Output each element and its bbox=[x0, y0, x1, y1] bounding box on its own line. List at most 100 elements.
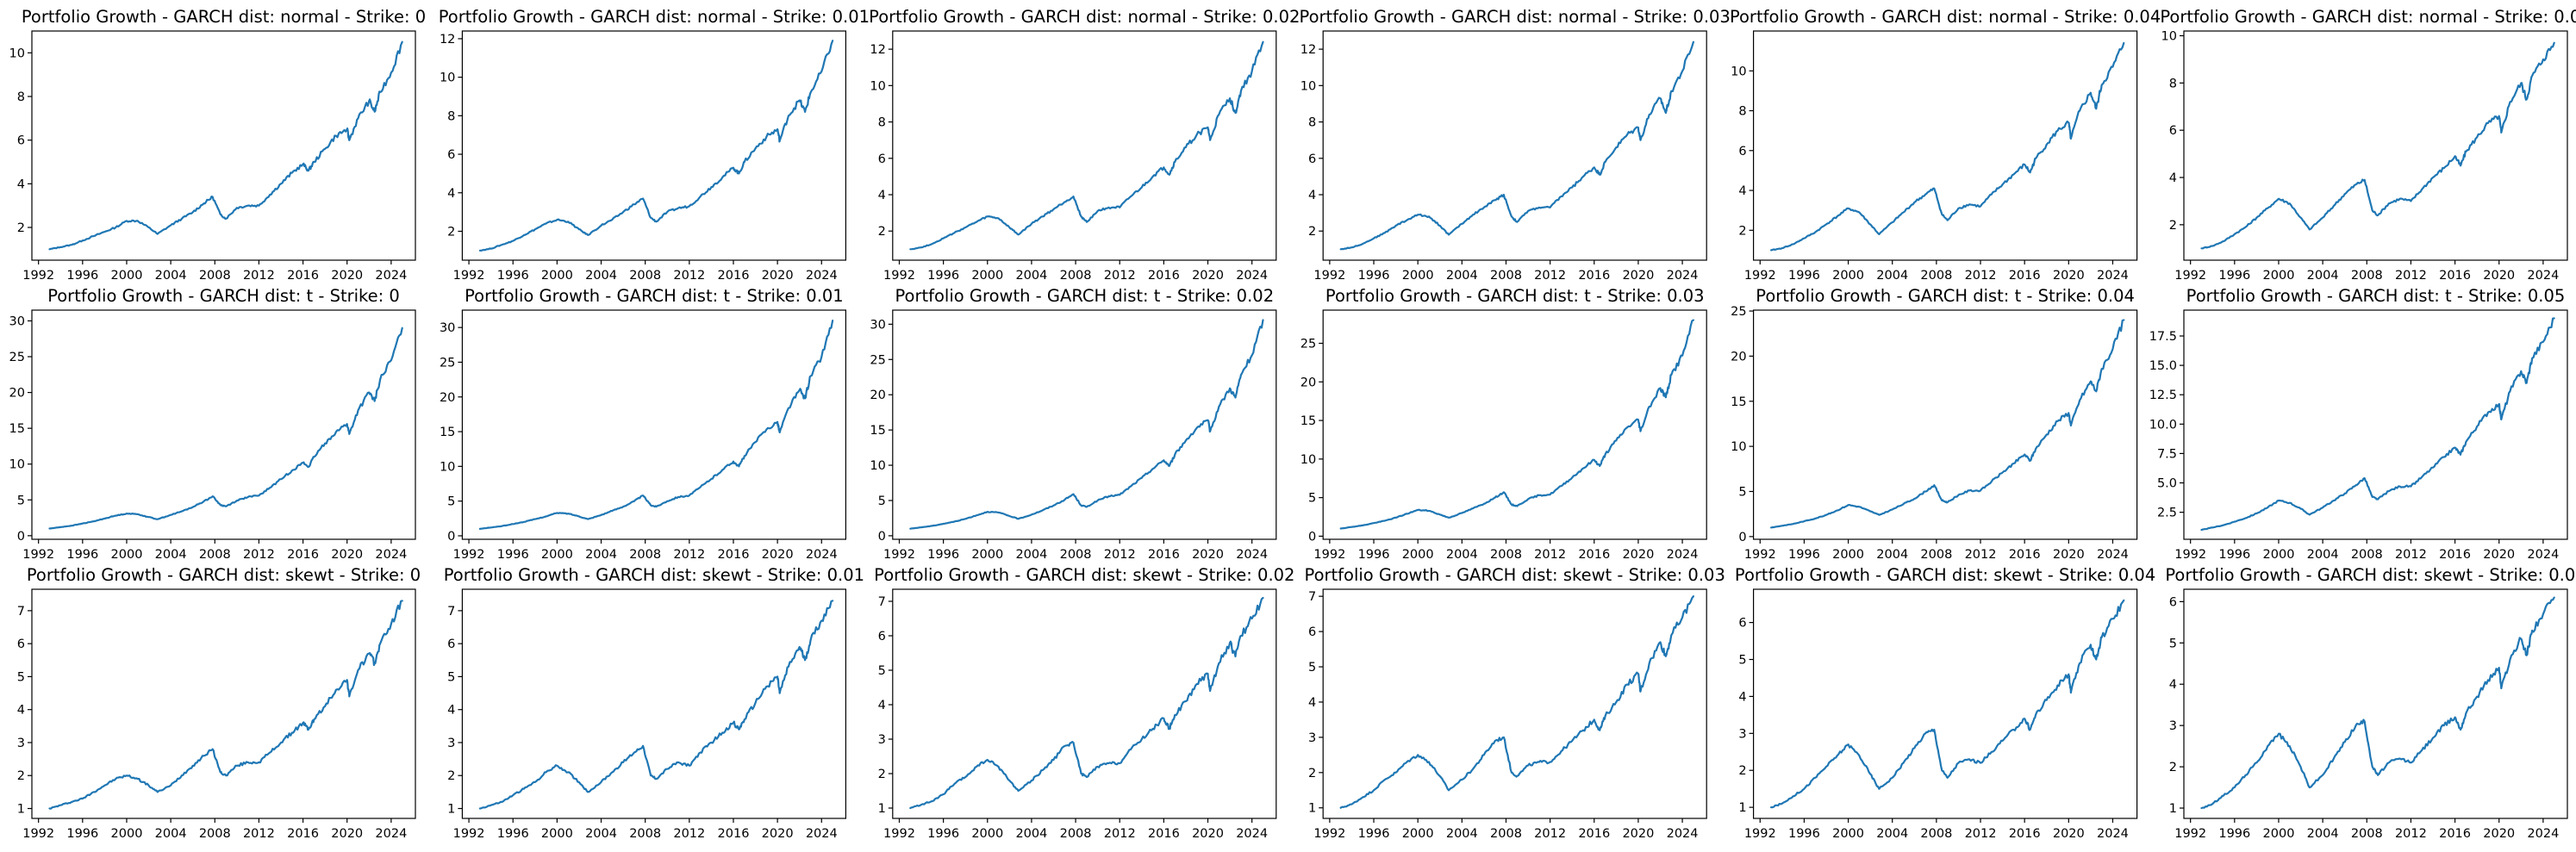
x-tick-label: 1996 bbox=[1358, 269, 1390, 283]
y-tick-label: 3 bbox=[1308, 731, 1316, 745]
subplot-title: Portfolio Growth - GARCH dist: skewt - S… bbox=[444, 565, 864, 585]
x-tick-label: 1996 bbox=[1788, 827, 1820, 841]
subplot-2: Portfolio Growth - GARCH dist: normal - … bbox=[439, 7, 870, 283]
x-tick-label: 1996 bbox=[497, 827, 529, 841]
subplot-title: Portfolio Growth - GARCH dist: normal - … bbox=[2160, 7, 2576, 27]
x-tick-label: 2008 bbox=[2351, 269, 2383, 283]
x-tick-label: 2008 bbox=[199, 548, 231, 562]
x-tick-label: 2000 bbox=[1402, 827, 1434, 841]
x-tick-label: 2004 bbox=[2307, 548, 2339, 562]
y-tick-label: 6 bbox=[2169, 124, 2177, 138]
y-tick-label: 3 bbox=[878, 733, 886, 747]
subplot-title: Portfolio Growth - GARCH dist: t - Strik… bbox=[47, 286, 400, 306]
y-tick-label: 3 bbox=[17, 737, 25, 750]
x-tick-label: 2024 bbox=[2097, 548, 2129, 562]
series-line bbox=[909, 40, 1264, 251]
x-tick-label: 2020 bbox=[762, 269, 794, 283]
x-tick-label: 2004 bbox=[1015, 827, 1047, 841]
x-tick-label: 2000 bbox=[971, 827, 1003, 841]
y-tick-label: 2 bbox=[2169, 219, 2177, 233]
y-tick-label: 7 bbox=[447, 605, 455, 619]
x-tick-label: 1992 bbox=[1744, 827, 1776, 841]
x-tick-label: 2004 bbox=[1446, 827, 1478, 841]
x-tick-label: 1996 bbox=[497, 548, 529, 562]
y-tick-label: 3 bbox=[1738, 727, 1746, 741]
x-tick-label: 2008 bbox=[2351, 827, 2383, 841]
subplot-8: Portfolio Growth - GARCH dist: t - Strik… bbox=[440, 286, 847, 562]
x-tick-label: 1996 bbox=[2218, 548, 2250, 562]
series-line bbox=[48, 326, 403, 530]
y-tick-label: 10 bbox=[9, 458, 25, 472]
x-tick-label: 2012 bbox=[1965, 269, 1997, 283]
x-tick-label: 1996 bbox=[66, 827, 98, 841]
x-tick-label: 1996 bbox=[1788, 548, 1820, 562]
y-tick-label: 10 bbox=[9, 47, 25, 60]
subplot-title: Portfolio Growth - GARCH dist: normal - … bbox=[869, 7, 1300, 27]
x-tick-label: 2008 bbox=[1060, 548, 1092, 562]
subplot-title: Portfolio Growth - GARCH dist: t - Strik… bbox=[1756, 286, 2135, 306]
y-tick-label: 10 bbox=[870, 459, 885, 473]
x-tick-label: 2016 bbox=[1578, 548, 1610, 562]
y-tick-label: 4 bbox=[2169, 678, 2177, 692]
x-tick-label: 2000 bbox=[2263, 269, 2295, 283]
y-tick-label: 25 bbox=[1731, 305, 1746, 319]
series-line bbox=[909, 596, 1264, 810]
y-tick-label: 5 bbox=[2169, 637, 2177, 650]
y-tick-label: 20 bbox=[870, 389, 885, 402]
y-tick-label: 8 bbox=[2169, 77, 2177, 90]
x-tick-label: 2012 bbox=[1534, 827, 1566, 841]
subplot-title: Portfolio Growth - GARCH dist: skewt - S… bbox=[1305, 565, 1725, 585]
y-tick-label: 4 bbox=[878, 699, 886, 712]
x-tick-label: 2020 bbox=[1622, 269, 1654, 283]
x-tick-label: 2012 bbox=[1104, 548, 1136, 562]
axes-frame bbox=[1322, 30, 1707, 261]
x-tick-label: 2016 bbox=[287, 269, 319, 283]
x-tick-label: 1992 bbox=[2174, 548, 2206, 562]
subplot-12: Portfolio Growth - GARCH dist: t - Strik… bbox=[2149, 286, 2568, 562]
x-tick-label: 2012 bbox=[243, 827, 275, 841]
subplot-5: Portfolio Growth - GARCH dist: normal - … bbox=[1730, 7, 2161, 283]
y-tick-label: 4 bbox=[1738, 184, 1746, 198]
x-tick-label: 2024 bbox=[1667, 548, 1699, 562]
x-tick-label: 2020 bbox=[2483, 827, 2515, 841]
x-tick-label: 2024 bbox=[1236, 269, 1268, 283]
y-tick-label: 5 bbox=[1738, 654, 1746, 668]
y-tick-label: 10.0 bbox=[2149, 418, 2177, 432]
x-tick-label: 1996 bbox=[1358, 827, 1390, 841]
y-tick-label: 10 bbox=[1300, 453, 1316, 467]
x-tick-label: 1996 bbox=[2218, 827, 2250, 841]
axes-frame bbox=[892, 588, 1277, 819]
series-line bbox=[1339, 595, 1695, 809]
x-tick-label: 2024 bbox=[1236, 548, 1268, 562]
x-tick-label: 1992 bbox=[2174, 827, 2206, 841]
y-tick-label: 10 bbox=[1731, 440, 1746, 454]
y-tick-label: 10 bbox=[440, 460, 455, 474]
x-tick-label: 2016 bbox=[1578, 269, 1610, 283]
series-line bbox=[48, 40, 403, 251]
y-tick-label: 15 bbox=[870, 424, 885, 438]
x-tick-label: 2004 bbox=[1876, 827, 1908, 841]
x-tick-label: 1992 bbox=[1744, 269, 1776, 283]
axes-frame bbox=[892, 309, 1277, 540]
y-tick-label: 6 bbox=[447, 637, 455, 651]
x-tick-label: 2016 bbox=[2009, 827, 2041, 841]
y-tick-label: 20 bbox=[440, 391, 455, 405]
y-tick-label: 4 bbox=[878, 189, 886, 202]
x-tick-label: 2016 bbox=[1148, 269, 1180, 283]
x-tick-label: 2004 bbox=[2307, 827, 2339, 841]
x-tick-label: 2012 bbox=[243, 548, 275, 562]
y-tick-label: 20 bbox=[9, 387, 25, 401]
x-tick-label: 2016 bbox=[718, 827, 750, 841]
y-tick-label: 6 bbox=[2169, 595, 2177, 609]
x-tick-label: 2000 bbox=[971, 548, 1003, 562]
y-tick-label: 8 bbox=[447, 109, 455, 123]
y-tick-label: 25 bbox=[440, 356, 455, 370]
y-tick-label: 4 bbox=[1308, 189, 1316, 202]
y-tick-label: 15 bbox=[1731, 395, 1746, 409]
y-tick-label: 6 bbox=[17, 637, 25, 651]
x-tick-label: 1992 bbox=[883, 548, 915, 562]
y-tick-label: 8 bbox=[17, 90, 25, 104]
y-tick-label: 5 bbox=[878, 664, 886, 678]
y-tick-label: 4 bbox=[447, 187, 455, 201]
